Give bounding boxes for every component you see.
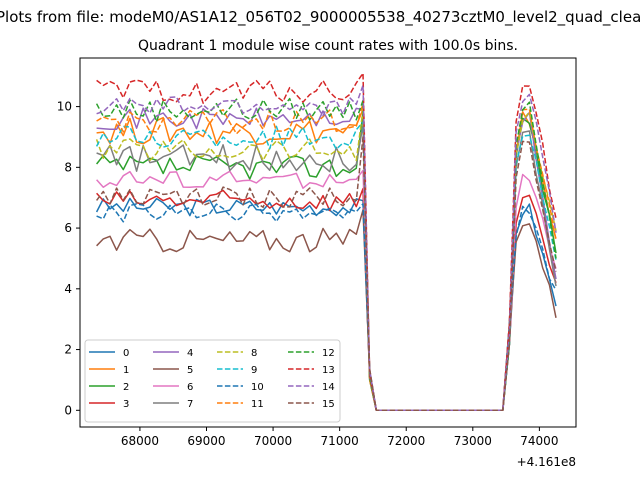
y-tick-label: 10 xyxy=(57,100,72,114)
legend-label-13: 13 xyxy=(322,365,335,376)
legend-box xyxy=(84,339,341,423)
legend-label-4: 4 xyxy=(187,348,193,359)
y-tick-label: 2 xyxy=(64,343,72,357)
legend-label-7: 7 xyxy=(187,399,193,410)
plot-title: Quadrant 1 module wise count rates with … xyxy=(138,38,518,54)
series-layer xyxy=(95,72,557,412)
legend-label-1: 1 xyxy=(123,365,129,376)
y-tick-label: 0 xyxy=(64,403,72,417)
x-tick-label: 73000 xyxy=(454,434,492,448)
x-tick-label: 74000 xyxy=(520,434,558,448)
x-tick-label: 72000 xyxy=(387,434,425,448)
x-tick-label: 71000 xyxy=(321,434,359,448)
x-tick-label: 69000 xyxy=(187,434,225,448)
y-tick-label: 4 xyxy=(64,282,72,296)
x-tick-label: 70000 xyxy=(254,434,292,448)
legend-label-9: 9 xyxy=(251,365,257,376)
y-tick-label: 6 xyxy=(64,221,72,235)
series-line-15 xyxy=(96,136,557,412)
series-line-14 xyxy=(96,84,557,412)
legend-label-3: 3 xyxy=(123,399,129,410)
y-axis-ticks: 0 2 4 6 8 10 xyxy=(57,100,80,417)
legend-label-0: 0 xyxy=(123,348,129,359)
legend-label-10: 10 xyxy=(251,382,264,393)
legend-label-2: 2 xyxy=(123,382,129,393)
series-line-8 xyxy=(95,108,557,412)
axes-frame xyxy=(79,57,577,428)
x-offset-label: +4.161e8 xyxy=(517,455,576,469)
legend-label-12: 12 xyxy=(322,348,335,359)
legend-label-11: 11 xyxy=(251,399,264,410)
legend-label-8: 8 xyxy=(251,348,257,359)
legend-label-15: 15 xyxy=(322,399,335,410)
legend-label-5: 5 xyxy=(187,365,193,376)
figure-suptitle: Plots from file: modeM0/AS1A12_056T02_90… xyxy=(0,8,640,27)
series-line-9 xyxy=(95,121,557,412)
legend-label-14: 14 xyxy=(322,382,335,393)
legend-label-6: 6 xyxy=(187,382,193,393)
y-tick-label: 8 xyxy=(64,160,72,174)
x-axis-ticks: 68000 69000 70000 71000 72000 73000 74000 xyxy=(121,427,558,448)
series-line-11 xyxy=(96,102,557,412)
x-tick-label: 68000 xyxy=(121,434,159,448)
